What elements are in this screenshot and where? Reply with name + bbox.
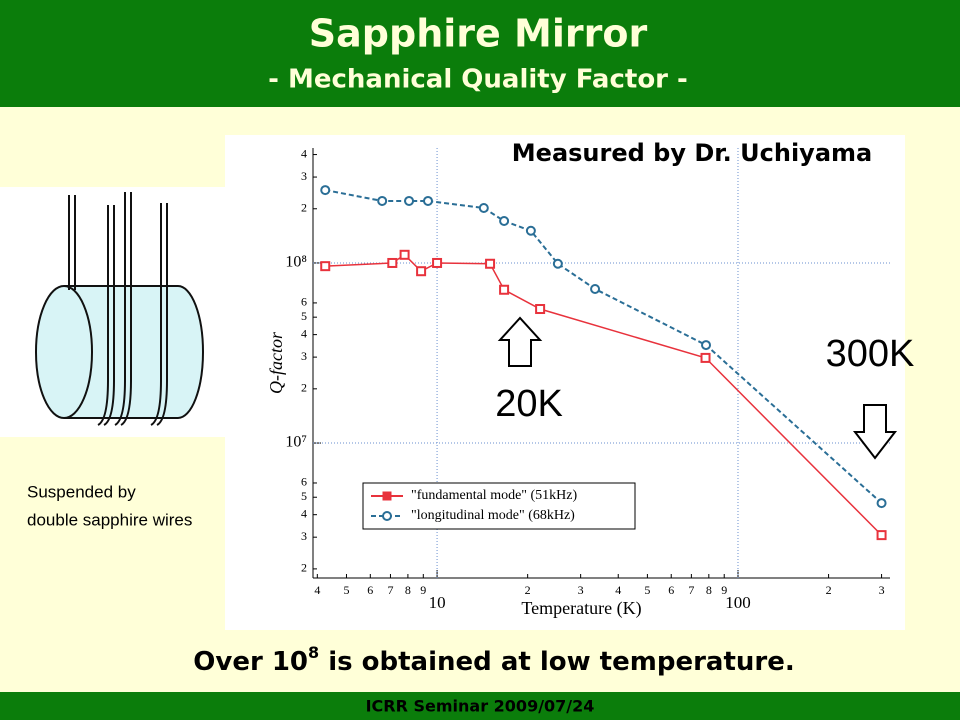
point [590, 283, 601, 294]
x-tick-label: 3 [879, 583, 885, 597]
y-tick-label: 6 [301, 295, 307, 309]
point [485, 258, 496, 269]
x-tick-label: 5 [343, 583, 349, 597]
x-axis-label: Temperature (K) [521, 598, 641, 619]
point [399, 249, 410, 260]
point [701, 340, 712, 351]
y-tick-label: 5 [301, 309, 307, 323]
legend-label: "fundamental mode" (51kHz) [411, 488, 577, 503]
legend-label: "longitudinal mode" (68kHz) [411, 508, 575, 523]
x-tick-label: 6 [367, 583, 373, 597]
point [876, 498, 887, 509]
x-tick-label: 8 [706, 583, 712, 597]
point [478, 202, 489, 213]
point [525, 225, 536, 236]
caption-line: Suspended by [27, 482, 136, 501]
y-tick-label: 10⁸ [285, 254, 307, 271]
y-tick-label: 5 [301, 489, 307, 503]
point [552, 258, 563, 269]
footer: ICRR Seminar 2009/07/24 [366, 697, 595, 716]
mirror-illustration [35, 192, 204, 426]
point [423, 195, 434, 206]
point [320, 185, 331, 196]
x-tick-label: 9 [721, 583, 727, 597]
point [377, 195, 388, 206]
annotation: 20K [495, 383, 563, 425]
point [499, 284, 510, 295]
y-axis-label: Q-factor [266, 331, 286, 394]
plot-panel [225, 135, 905, 630]
header-band [0, 0, 960, 107]
y-tick-label: 4 [301, 326, 307, 340]
point [404, 195, 415, 206]
arrow-down [852, 404, 898, 460]
subtitle: - Mechanical Quality Factor - [268, 65, 688, 95]
x-tick-label: 2 [525, 583, 531, 597]
y-tick-label: 4 [301, 146, 307, 160]
point [535, 304, 546, 315]
y-tick-label: 6 [301, 475, 307, 489]
footer-band [0, 692, 960, 720]
y-tick-label: 3 [301, 349, 307, 363]
conclusion-text: Over 10 [193, 647, 308, 677]
legend-swatch [382, 491, 392, 501]
x-tick-label: 4 [314, 583, 320, 597]
conclusion-superscript: 8 [308, 643, 319, 662]
x-tick-label: 10 [429, 593, 446, 612]
conclusion: Over 108 is obtained at low temperature. [193, 643, 794, 677]
point [416, 266, 427, 277]
point [387, 257, 398, 268]
point [499, 216, 510, 227]
y-tick-label: 2 [301, 561, 307, 575]
y-tick-label: 3 [301, 529, 307, 543]
legend-box [362, 482, 636, 530]
caption-line: double sapphire wires [27, 510, 192, 529]
y-tick-label: 2 [301, 381, 307, 395]
x-tick-label: 9 [420, 583, 426, 597]
point [700, 352, 711, 363]
y-tick-label: 2 [301, 201, 307, 215]
title: Sapphire Mirror [309, 12, 648, 56]
x-tick-label: 7 [387, 583, 393, 597]
point [876, 530, 887, 541]
legend-swatch [382, 511, 392, 521]
annotation: 300K [826, 333, 915, 375]
y-tick-label: 4 [301, 506, 307, 520]
point [432, 257, 443, 268]
credit: Measured by Dr. Uchiyama [512, 139, 872, 167]
x-tick-label: 5 [644, 583, 650, 597]
x-tick-label: 100 [725, 593, 751, 612]
point [320, 261, 331, 272]
x-tick-label: 4 [615, 583, 621, 597]
x-tick-label: 2 [826, 583, 832, 597]
arrow-up [497, 316, 543, 367]
y-tick-label: 10⁷ [285, 434, 307, 451]
x-tick-label: 7 [688, 583, 694, 597]
x-tick-label: 6 [668, 583, 674, 597]
series-line [325, 253, 883, 536]
x-tick-label: 3 [578, 583, 584, 597]
conclusion-text: is obtained at low temperature. [319, 647, 795, 677]
y-tick-label: 3 [301, 169, 307, 183]
x-tick-label: 8 [405, 583, 411, 597]
